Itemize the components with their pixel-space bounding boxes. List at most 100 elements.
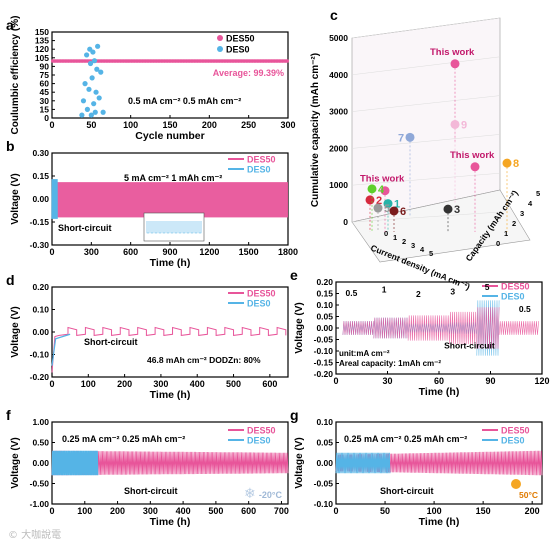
x-tick-label: 3 bbox=[411, 241, 415, 250]
panel-f: 0 100 200 300 400 500 600 700 -1.00 -0.50 0.00 0.50… bbox=[6, 407, 289, 528]
x-tick-label: 150 bbox=[476, 506, 491, 516]
watermark-text: © 大咖說電 bbox=[8, 530, 62, 541]
data-point-des0 bbox=[82, 81, 88, 87]
data-point-des0 bbox=[91, 101, 97, 107]
y-tick-label: 0.00 bbox=[32, 327, 49, 337]
y-tick-label: -0.10 bbox=[30, 350, 50, 360]
y-tick-label: 0.20 bbox=[32, 282, 49, 292]
grid-line bbox=[351, 17, 501, 39]
y-tick-label: 0.15 bbox=[32, 171, 49, 181]
annotation-average: Average: 99.39% bbox=[213, 68, 284, 78]
data-point-des0 bbox=[89, 75, 95, 81]
panel-label: f bbox=[6, 407, 11, 423]
y-tick-label: 75 bbox=[40, 70, 50, 80]
legend-label: DES0 bbox=[247, 299, 271, 309]
series-DES50 bbox=[476, 307, 500, 349]
y-tick-label: 15 bbox=[40, 104, 50, 114]
grid-line bbox=[351, 134, 501, 149]
data-point-des0 bbox=[95, 43, 101, 49]
panel-c: 0 1000 2000 3000 4000 5000 Cumulative capacity… bbox=[310, 7, 540, 292]
panel-b: 0 300 600 900 1200 1500 1800 -0.30 -0.15 0.00 0.15… bbox=[6, 138, 298, 269]
x-tick-label: 400 bbox=[176, 506, 191, 516]
x-tick-label: 0 bbox=[333, 506, 338, 516]
x-tick-label: 600 bbox=[262, 379, 277, 389]
point-label: 8 bbox=[513, 158, 519, 170]
point-label: 7 bbox=[398, 132, 404, 144]
sun-icon bbox=[511, 479, 521, 489]
legend-label: DES50 bbox=[501, 282, 530, 292]
data-point bbox=[450, 119, 460, 129]
data-point-des0 bbox=[94, 66, 100, 72]
x-tick-label: 1200 bbox=[199, 247, 219, 257]
data-point-des0 bbox=[92, 109, 98, 115]
y-tick-label: 0.00 bbox=[32, 194, 49, 204]
series-DES50 bbox=[342, 321, 375, 335]
y-tick-label: 1000 bbox=[329, 180, 348, 190]
x-tick-label: 100 bbox=[81, 379, 96, 389]
y-tick-label: -0.05 bbox=[314, 479, 334, 489]
annotation-short-circuit: Short-circuit bbox=[380, 486, 434, 496]
y-tick-label: 0.30 bbox=[32, 148, 49, 158]
data-point bbox=[443, 204, 453, 214]
panel-label: b bbox=[6, 138, 15, 154]
legend-label: DES50 bbox=[247, 426, 276, 436]
series-DES50 bbox=[51, 326, 287, 373]
z-tick-label: 3 bbox=[520, 209, 524, 218]
z-tick-label: 4 bbox=[528, 199, 533, 208]
grid-line bbox=[351, 172, 501, 186]
y-tick-label: 0.50 bbox=[32, 438, 49, 448]
y-tick-label: -0.10 bbox=[314, 346, 334, 356]
series-DES0 bbox=[51, 333, 71, 366]
data-point-des0 bbox=[96, 95, 102, 101]
point-label: This work bbox=[360, 174, 405, 185]
legend-label: DES50 bbox=[247, 289, 276, 299]
rate-label: 0.5 bbox=[519, 304, 531, 314]
data-point bbox=[470, 162, 480, 172]
rate-label: 0.5 bbox=[346, 288, 358, 298]
x-tick-label: 100 bbox=[77, 506, 92, 516]
x-tick-label: 50 bbox=[380, 506, 390, 516]
inset-frame bbox=[143, 212, 205, 242]
y-tick-label: 150 bbox=[35, 27, 49, 37]
x-tick-label: 250 bbox=[241, 120, 256, 130]
z-tick-label: 0 bbox=[496, 239, 500, 248]
annotation-short-circuit: Short-circuit bbox=[124, 486, 178, 496]
y-tick-label: 60 bbox=[40, 79, 50, 89]
y-tick-label: 0.20 bbox=[316, 277, 333, 287]
x-axis-label: Cycle number bbox=[135, 130, 204, 142]
y-tick-label: 0.10 bbox=[32, 305, 49, 315]
x-tick-label: 0 bbox=[49, 506, 54, 516]
data-point-des0 bbox=[79, 112, 85, 118]
annotation-short-circuit: Short-circuit bbox=[444, 341, 495, 351]
x-tick-label: 50 bbox=[86, 120, 96, 130]
x-axis-label: Time (h) bbox=[419, 386, 460, 398]
x-tick-label: 200 bbox=[110, 506, 125, 516]
rate-label: 5 bbox=[485, 282, 490, 292]
y-tick-label: -0.20 bbox=[30, 372, 50, 382]
y-axis-label: Voltage (V) bbox=[10, 437, 21, 488]
x-tick-label: 0 bbox=[49, 120, 54, 130]
panel-label: e bbox=[290, 267, 298, 283]
annotation-conditions: 5 mA cm⁻² 1 mAh cm⁻² bbox=[124, 173, 222, 183]
y-tick-label: 105 bbox=[35, 53, 49, 63]
x-tick-label: 120 bbox=[534, 376, 549, 386]
point-label: 1 bbox=[394, 199, 400, 211]
data-point-des0 bbox=[100, 109, 106, 115]
x-tick-label: 2 bbox=[402, 237, 406, 246]
panel-e: 0 30 60 90 120 -0.20-0.15 -0.10-0.05 0.000.05 0.… bbox=[290, 267, 550, 398]
x-tick-label: 0 bbox=[384, 229, 388, 238]
legend-label: DES0 bbox=[247, 436, 271, 446]
y-tick-label: 0.00 bbox=[32, 458, 49, 468]
series-DES0 bbox=[51, 179, 58, 219]
y-axis-label: Voltage (V) bbox=[10, 306, 21, 357]
series-DES50 bbox=[449, 311, 478, 345]
y-tick-label: 1.00 bbox=[32, 417, 49, 427]
data-point-des0 bbox=[90, 49, 96, 55]
data-point bbox=[367, 184, 377, 194]
x-tick-label: 5 bbox=[429, 249, 433, 258]
x-tick-label: 500 bbox=[226, 379, 241, 389]
y-tick-label: 0 bbox=[343, 217, 348, 227]
data-point-des0 bbox=[84, 52, 90, 58]
legend-label: DES50 bbox=[226, 34, 255, 44]
